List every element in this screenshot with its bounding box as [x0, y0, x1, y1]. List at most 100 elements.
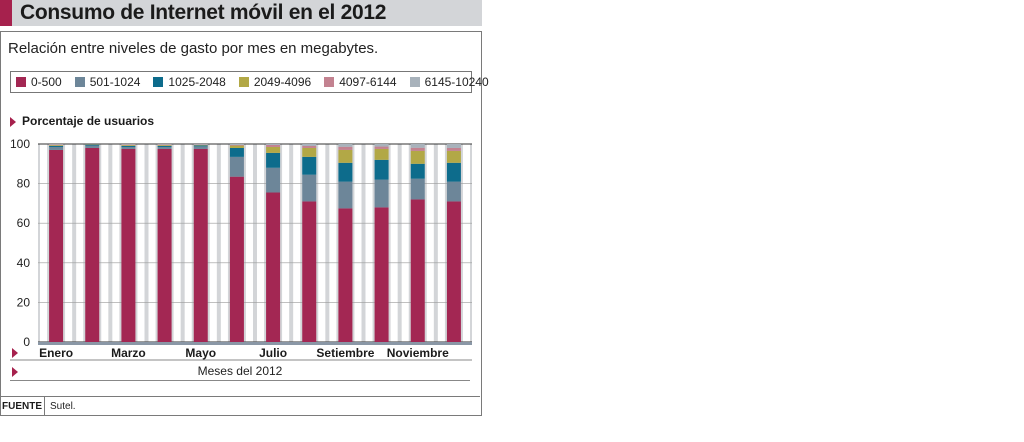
- legend: 0-500 501-1024 1025-2048 2049-4096 4097-6144…: [10, 71, 489, 93]
- bar-segment: [85, 147, 100, 342]
- y-tick-label: 0: [23, 335, 30, 349]
- column-separator: [293, 144, 301, 342]
- legend-swatch: [324, 77, 335, 87]
- y-tick-label: 20: [17, 295, 31, 309]
- bar-segment: [266, 144, 281, 147]
- column-separator: [462, 144, 470, 342]
- bar-segment: [446, 150, 461, 163]
- x-axis-title: Meses del 2012: [197, 364, 283, 378]
- bar-segment: [410, 150, 425, 164]
- bar-segment: [229, 145, 244, 148]
- bar-segment: [157, 144, 172, 145]
- legend-item: 501-1024: [74, 75, 141, 89]
- column-separator: [112, 144, 120, 342]
- bar-segment: [302, 145, 317, 148]
- bar-segment: [266, 152, 281, 168]
- x-tick-label: Julio: [259, 346, 287, 360]
- triangle-marker-icon: [10, 116, 16, 127]
- bar-segment: [229, 156, 244, 177]
- y-tick-label: 100: [10, 137, 30, 151]
- bar-segment: [49, 144, 64, 146]
- bar-segment: [446, 181, 461, 202]
- bar-segment: [410, 163, 425, 179]
- bar-segment: [302, 147, 317, 157]
- bar-segment: [266, 144, 281, 145]
- column-separator: [101, 144, 109, 342]
- column-separator: [437, 144, 445, 342]
- column-separator: [245, 144, 253, 342]
- bar-segment: [121, 144, 136, 146]
- bar-segment: [229, 144, 244, 146]
- bar-segment: [410, 178, 425, 200]
- chart-title: Consumo de Internet móvil en el 2012: [20, 1, 387, 24]
- bar-segment: [338, 146, 353, 150]
- x-tick-label: Mayo: [185, 346, 216, 360]
- bar-segment: [374, 144, 389, 147]
- bar-segment: [229, 176, 244, 342]
- bar-segment: [338, 149, 353, 163]
- column-separator: [76, 144, 84, 342]
- legend-label: 4097-6144: [339, 75, 397, 89]
- x-tick-label: Enero: [39, 346, 73, 360]
- bar-segment: [121, 145, 136, 146]
- y-tick-label: 40: [17, 256, 31, 270]
- bar-segment: [157, 144, 172, 146]
- source-value: Sutel.: [50, 401, 76, 412]
- bar-segment: [49, 145, 64, 147]
- legend-swatch: [74, 77, 85, 87]
- bar-segment: [266, 167, 281, 193]
- bar-segment: [49, 144, 64, 145]
- chart-header: Consumo de Internet móvil en el 2012: [0, 0, 482, 26]
- bar-segment: [121, 145, 136, 147]
- bar-segment: [121, 146, 136, 149]
- bar-segment: [374, 148, 389, 160]
- bar-segment: [49, 145, 64, 146]
- chart-frame: [0, 31, 482, 416]
- bar-segment: [49, 149, 64, 342]
- column-separator: [390, 144, 398, 342]
- legend-swatch: [16, 77, 26, 87]
- column-separator: [65, 144, 73, 342]
- column-separator: [365, 144, 373, 342]
- bar-segment: [374, 146, 389, 149]
- legend-label: 1025-2048: [168, 75, 226, 89]
- column-separator: [257, 144, 265, 342]
- column-separator: [354, 144, 362, 342]
- column-separator: [401, 144, 409, 342]
- bar-segment: [374, 159, 389, 180]
- bar-segment: [338, 181, 353, 209]
- column-separator: [148, 144, 156, 342]
- column-separator: [426, 144, 434, 342]
- x-tick-label: Setiembre: [316, 346, 374, 360]
- bar-segment: [157, 145, 172, 146]
- bar-segment: [302, 144, 317, 146]
- source-label: FUENTE: [0, 397, 45, 416]
- header-accent: [0, 0, 12, 26]
- stacked-bar-chart: 0 20 40 60 80 100 Enero Marzo Mayo Julio Setiembre…: [10, 137, 472, 361]
- bar-segment: [266, 146, 281, 153]
- legend-item: 4097-6144: [324, 75, 397, 89]
- bar-segment: [338, 208, 353, 342]
- bar-segment: [446, 162, 461, 182]
- legend-swatch: [153, 77, 164, 87]
- legend-item: 6145-10240: [409, 75, 489, 89]
- bar-segment: [410, 147, 425, 151]
- bar-segment: [374, 207, 389, 342]
- bar-segment: [193, 148, 208, 342]
- column-separator: [220, 144, 228, 342]
- bar-segment: [338, 144, 353, 147]
- y-tick-label: 60: [17, 216, 31, 230]
- x-tick-label: Noviembre: [387, 346, 449, 360]
- legend-item: 1025-2048: [153, 75, 226, 89]
- plot-background: [38, 144, 472, 342]
- legend-item: 2049-4096: [238, 75, 311, 89]
- legend-swatch: [409, 77, 420, 87]
- legend-item: 0-500: [16, 75, 62, 89]
- bar-segment: [157, 148, 172, 342]
- column-separator: [318, 144, 326, 342]
- bar-segment: [121, 144, 136, 145]
- legend-label: 501-1024: [89, 75, 141, 89]
- bar-segment: [302, 156, 317, 175]
- bar-segment: [302, 201, 317, 342]
- y-tick-label: 80: [17, 177, 31, 191]
